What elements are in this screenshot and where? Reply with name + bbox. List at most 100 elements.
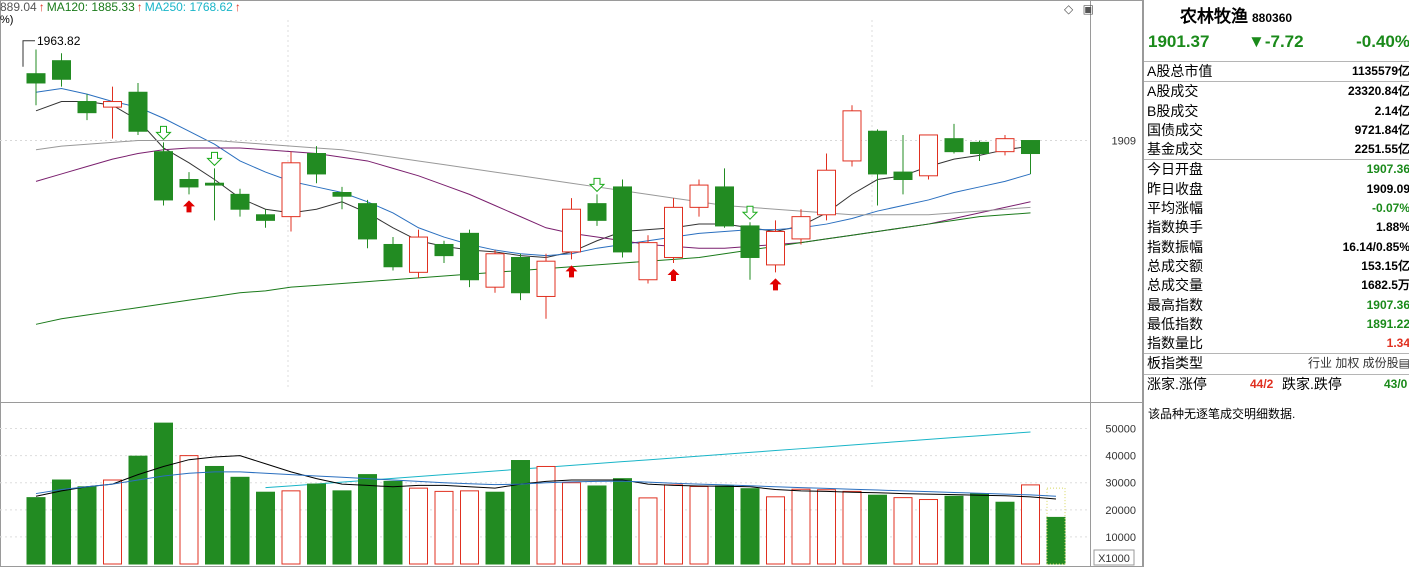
volume-bar [1046,516,1066,565]
candle-body [689,184,709,208]
up-arrow-icon [769,278,782,291]
chart-toolbar: ◇ ▣ [1058,2,1094,16]
stat-row: A股成交 23320.84亿 [1144,81,1409,101]
candle-body [817,169,836,216]
stat-value: 1909.09 [1366,181,1409,196]
candle-body [434,243,454,257]
stat-row: 总成交额 153.15亿 [1144,257,1409,276]
kline-chart[interactable]: 50000 40000 30000 20000 10000 1909 X1000 1963.8… [0,0,1143,567]
volume-tick-label: 10000 [1105,532,1136,544]
volume-bar [893,497,913,565]
ma-line [35,101,1031,258]
volume-bar [26,497,46,565]
stat-row: A股总市值 1135579亿 [1144,61,1409,81]
candle-body [409,236,428,273]
stat-row: B股成交 2.14亿 [1144,102,1409,121]
volume-bar [868,494,887,565]
candle-body [281,162,301,218]
volume-forecast-bar [1046,487,1066,565]
volume-bar [511,460,530,565]
stat-row: 最高指数 1907.36 [1144,296,1409,315]
volume-tick-label: 30000 [1105,478,1136,490]
up-arrow-icon [565,265,578,278]
stat-row: 今日开盘 1907.36 [1144,159,1409,179]
down-count-value: 43/0 [1384,376,1408,391]
volume-bar [383,480,403,565]
stat-row: 平均涨幅 -0.07% [1144,199,1409,218]
volume-bar [817,489,836,565]
candle-body [154,151,173,201]
volume-bar [766,496,785,565]
index-title: 农林牧渔 880360 [1180,2,1292,27]
candle-body [52,60,71,80]
chart-area[interactable]: 50000 40000 30000 20000 10000 1909 X1000 1963.8… [0,0,1143,567]
volume-bar [664,484,683,565]
volume-bar [128,455,148,565]
ma-line [265,431,1031,489]
ma-legend-item: MA120: 1885.33 [46,0,135,14]
volume-bar [919,499,938,565]
volume-tick-label: 40000 [1105,451,1136,463]
up-count-label: 涨家.涨停 [1147,375,1207,392]
max-annotation-line [22,40,35,67]
stat-value: 1135579亿 [1351,64,1409,78]
candle-body [307,153,326,175]
stat-value: 1.34 [1386,336,1409,351]
ma-legend-item: 889.04 [0,0,37,14]
volume-bar [485,491,505,565]
volume-tick-label: 50000 [1105,424,1136,436]
volume-bar [715,485,734,565]
index-type-row: 板指类型 行业 加权 成份股▤ [1144,353,1409,373]
stat-row: 昨日收盘 1909.09 [1144,180,1409,199]
candle-body [103,101,122,108]
volume-bar [944,495,964,565]
stat-label: 总成交量 [1147,277,1203,294]
volume-bar [281,490,301,565]
candle-body [893,171,913,181]
stat-label: 指数振幅 [1147,238,1203,255]
volume-bar [587,485,607,565]
volume-bar [205,465,224,565]
unit-label: X1000 [1098,553,1130,565]
candle-body [77,101,97,114]
stat-label: 最低指数 [1147,315,1203,332]
candle-body [332,192,352,197]
stat-row: 总成交量 1682.5万 [1144,276,1409,295]
stat-label: 最高指数 [1147,296,1203,313]
up-count-value: 44/2 [1250,376,1274,391]
stat-label: 基金成交 [1147,141,1203,158]
candle-body [511,256,530,294]
candle-body [587,203,607,221]
stat-value: 9721.84亿 [1354,122,1409,137]
diamond-icon[interactable]: ◇ [1064,2,1074,16]
down-arrow-icon [588,177,606,193]
stat-row: 国债成交 9721.84亿 [1144,121,1409,140]
stat-label: 指数换手 [1147,219,1203,236]
stat-value: 2251.55亿 [1354,142,1409,157]
candle-body [485,253,505,288]
unit-box [1093,549,1135,566]
ma-legend: 889.04 ↑ MA120: 1885.33 ↑ MA250: 1768.62 ↑ [0,0,243,16]
volume-bar [179,455,199,565]
volume-bar [332,490,352,565]
candle-body [995,138,1015,153]
limit-row: 涨家.涨停 44/2 跌家.跌停 43/0 [1144,373,1409,394]
up-arrow-icon: ↑ [136,0,143,14]
candle-body [868,130,887,175]
volume-bar [689,486,709,565]
volume-ma-line [35,455,1057,500]
volume-bar [154,422,173,565]
down-count-label: 跌家.跌停 [1282,375,1342,392]
down-arrow-icon [206,151,223,167]
volume-bar [434,490,454,565]
window-toggle-icon[interactable]: ▣ [1082,2,1094,16]
candle-body [919,134,938,177]
stat-row: 最低指数 1891.22 [1144,315,1409,334]
stat-row: 指数量比 1.34 [1144,334,1409,353]
tick-note: 该品种无逐笔成交明细数据. [1148,407,1296,421]
volume-bar [970,493,989,565]
candle-body [944,138,964,153]
candle-body [205,182,224,186]
stat-row: 指数振幅 16.14/0.85% [1144,238,1409,257]
index-type-value[interactable]: 行业 加权 成份股▤ [1307,356,1409,371]
